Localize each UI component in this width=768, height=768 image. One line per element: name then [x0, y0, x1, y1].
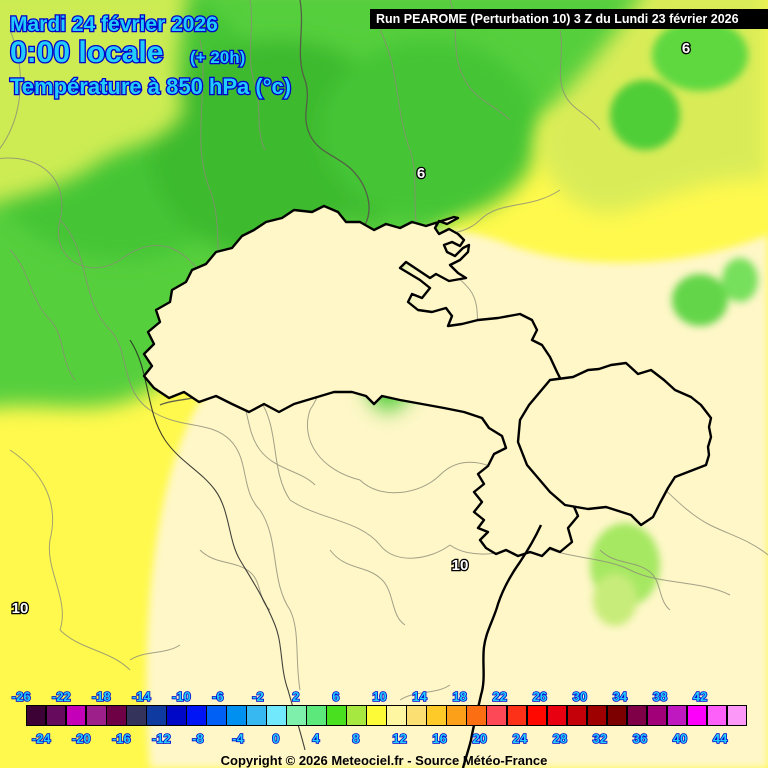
svg-text:10: 10: [452, 557, 469, 574]
svg-text:6: 6: [682, 40, 690, 57]
svg-text:6: 6: [417, 165, 425, 182]
svg-text:10: 10: [12, 600, 29, 617]
